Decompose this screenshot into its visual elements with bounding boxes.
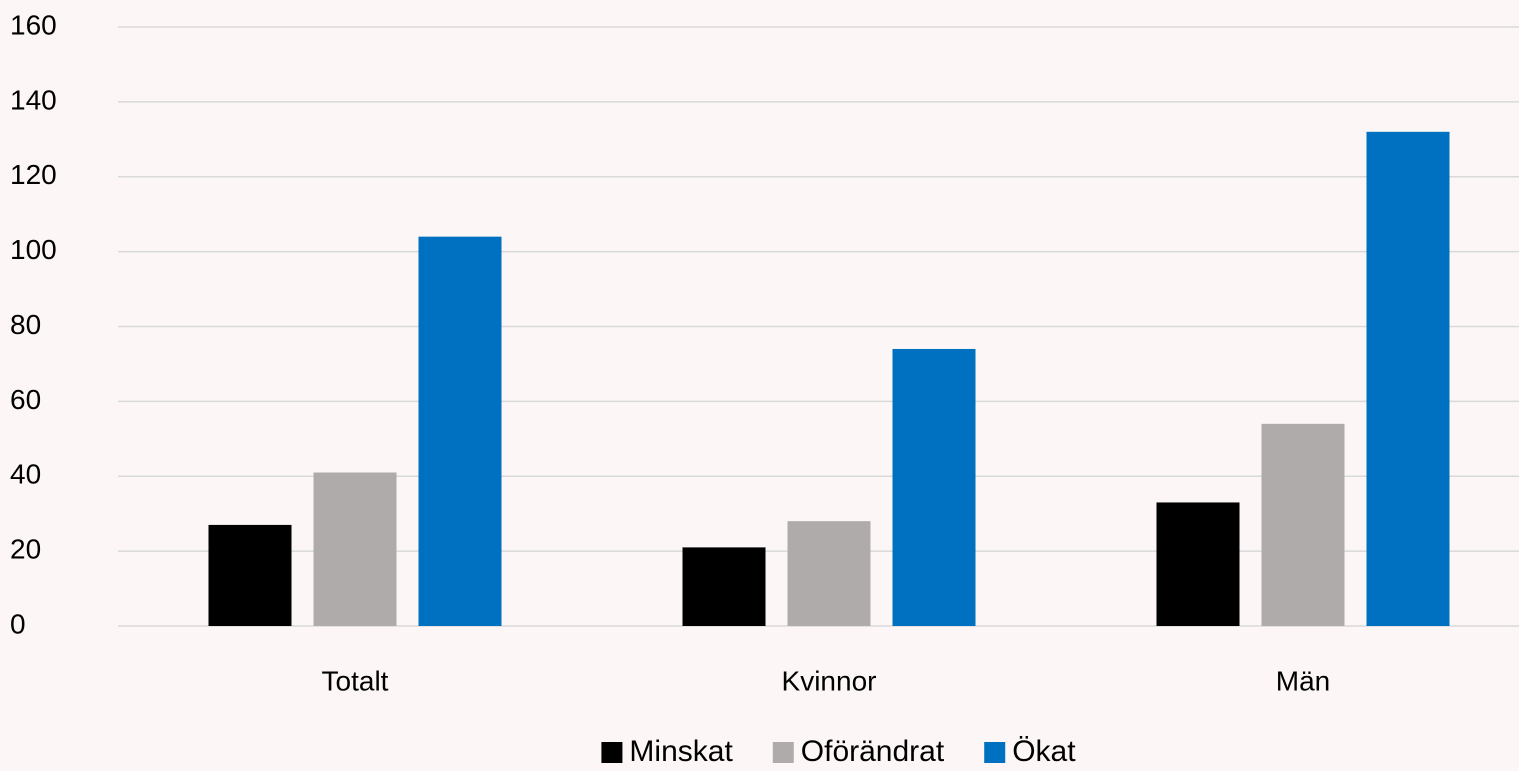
y-tick-label: 120 [10,159,57,190]
legend-label: Ökat [1012,735,1076,768]
legend-label: Minskat [629,735,733,768]
y-tick-label: 160 [10,9,57,40]
bar [1261,423,1345,626]
bar [208,524,292,626]
y-tick-label: 100 [10,234,57,265]
y-tick-label: 20 [10,534,41,565]
y-tick-label: 40 [10,459,41,490]
legend-swatch [984,742,1006,763]
y-tick-label: 0 [10,608,26,639]
legend-label: Oförändrat [801,735,945,768]
bar [787,521,871,626]
y-tick-label: 60 [10,384,41,415]
bar [682,547,766,626]
y-tick-label: 80 [10,309,41,340]
bar [1366,131,1450,626]
x-tick-label: Män [1276,665,1330,696]
legend-swatch [601,742,623,763]
bar [892,348,976,626]
bar [1156,502,1240,626]
x-tick-label: Kvinnor [782,665,877,696]
bar [313,472,397,626]
y-tick-label: 140 [10,84,57,115]
legend-swatch [772,742,794,763]
x-tick-label: Totalt [322,665,389,696]
bar [418,236,502,626]
